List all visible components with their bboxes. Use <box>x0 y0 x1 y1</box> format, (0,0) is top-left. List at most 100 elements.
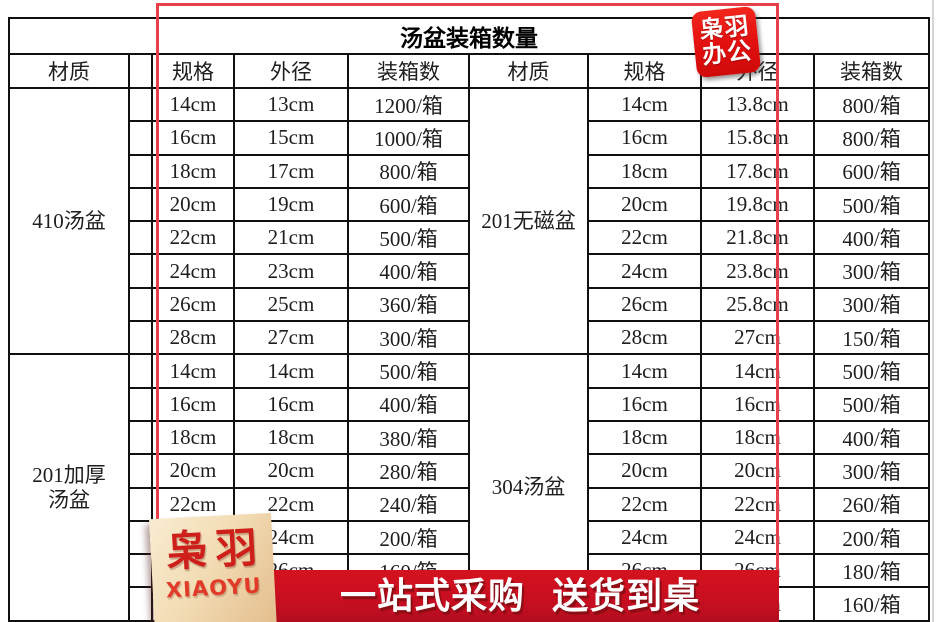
spec-cell: 14cm <box>151 353 235 389</box>
qty-cell: 160/箱 <box>812 586 931 622</box>
header-qty-right: 装箱数 <box>812 53 931 89</box>
table-row: 16cm 15cm 1000/箱 16cm 15.8cm 800/箱 <box>9 120 931 156</box>
material-410: 410汤盆 <box>8 86 130 356</box>
qty-cell: 400/箱 <box>812 220 931 256</box>
table-row: 201加厚 汤盆 14cm 14cm 500/箱 304汤盆 14cm 14cm… <box>8 353 931 622</box>
stamp-line2: 办公 <box>701 38 754 70</box>
table-row: 18cm 18cm 380/箱 18cm 18cm 400/箱 <box>9 419 931 456</box>
od-cell: 13cm <box>233 86 349 123</box>
qty-cell: 400/箱 <box>347 386 470 422</box>
qty-cell: 300/箱 <box>812 453 931 489</box>
qty-cell: 500/箱 <box>812 386 931 422</box>
xiaoyu-logo: 枭羽 XIAOYU <box>149 512 277 622</box>
promo-banner-text: 一站式采购 送货到桌 <box>340 576 701 617</box>
od-cell: 23cm <box>233 253 349 289</box>
od-cell: 25cm <box>233 286 349 323</box>
qty-cell: 380/箱 <box>347 419 470 456</box>
spec-cell: 14cm <box>587 86 702 123</box>
spacer-cell <box>128 419 153 456</box>
spacer-cell <box>128 153 153 189</box>
spec-cell: 24cm <box>151 253 235 289</box>
qty-cell: 1000/箱 <box>347 120 470 156</box>
spacer-cell <box>128 186 153 223</box>
od-cell: 17.8cm <box>700 153 815 189</box>
table-row: 24cm 23cm 400/箱 24cm 23.8cm 300/箱 <box>9 253 931 289</box>
od-cell: 21.8cm <box>700 220 815 256</box>
od-cell: 18cm <box>233 419 349 456</box>
qty-cell: 600/箱 <box>812 153 931 189</box>
spec-cell: 22cm <box>587 220 702 256</box>
spec-cell: 28cm <box>587 320 702 356</box>
od-cell: 16cm <box>700 386 815 422</box>
qty-cell: 500/箱 <box>812 353 931 389</box>
material-201-thick: 201加厚 汤盆 <box>8 353 130 622</box>
od-cell: 27cm <box>700 320 815 356</box>
qty-cell: 500/箱 <box>812 186 931 223</box>
od-cell: 18cm <box>700 419 815 456</box>
header-qty-left: 装箱数 <box>347 53 470 89</box>
table-row: 20cm 20cm 280/箱 20cm 20cm 300/箱 <box>9 453 931 489</box>
spacer-cell <box>128 220 153 256</box>
spec-cell: 18cm <box>151 419 235 456</box>
spacer-cell <box>128 286 153 323</box>
od-cell: 23.8cm <box>700 253 815 289</box>
od-cell: 20cm <box>233 453 349 489</box>
packing-table: 汤盆装箱数量 材质 规格 外径 装箱数 材质 规格 外径 装箱数 410汤盆 1… <box>7 17 931 622</box>
spacer-cell <box>128 86 153 123</box>
qty-cell: 400/箱 <box>347 253 470 289</box>
table-row: 22cm 21cm 500/箱 22cm 21.8cm 400/箱 <box>9 220 931 256</box>
qty-cell: 360/箱 <box>347 286 470 323</box>
qty-cell: 800/箱 <box>812 86 931 123</box>
spacer-cell <box>128 386 153 422</box>
od-cell: 24cm <box>700 519 815 556</box>
od-cell: 19.8cm <box>700 186 815 223</box>
qty-cell: 500/箱 <box>347 353 470 389</box>
od-cell: 17cm <box>233 153 349 189</box>
page-edge-shadow <box>932 0 934 622</box>
spec-cell: 20cm <box>587 453 702 489</box>
spec-cell: 28cm <box>151 320 235 356</box>
table-row: 18cm 17cm 800/箱 18cm 17.8cm 600/箱 <box>9 153 931 189</box>
qty-cell: 200/箱 <box>812 519 931 556</box>
od-cell: 19cm <box>233 186 349 223</box>
table-row: 16cm 16cm 400/箱 16cm 16cm 500/箱 <box>9 386 931 422</box>
qty-cell: 260/箱 <box>812 486 931 522</box>
header-material-right: 材质 <box>468 53 589 89</box>
header-material-left: 材质 <box>8 53 130 89</box>
spacer-cell <box>128 486 153 522</box>
spec-cell: 24cm <box>587 519 702 556</box>
spec-cell: 18cm <box>151 153 235 189</box>
od-cell: 20cm <box>700 453 815 489</box>
spacer-cell <box>128 453 153 489</box>
od-cell: 27cm <box>233 320 349 356</box>
qty-cell: 800/箱 <box>812 120 931 156</box>
od-cell: 22cm <box>233 486 349 522</box>
table-row: 20cm 19cm 600/箱 20cm 19.8cm 500/箱 <box>9 186 931 223</box>
spec-cell: 16cm <box>587 120 702 156</box>
qty-cell: 300/箱 <box>812 286 931 323</box>
spec-cell: 16cm <box>587 386 702 422</box>
table-row: 22cm 22cm 240/箱 22cm 22cm 260/箱 <box>9 486 931 522</box>
table-row: 28cm 27cm 300/箱 28cm 27cm 150/箱 <box>9 320 931 356</box>
spec-cell: 20cm <box>151 453 235 489</box>
spec-cell: 16cm <box>151 386 235 422</box>
header-narrow-spacer <box>128 53 153 89</box>
spec-cell: 26cm <box>151 286 235 323</box>
qty-cell: 280/箱 <box>347 453 470 489</box>
spacer-cell <box>128 320 153 356</box>
spacer-cell <box>128 553 153 589</box>
od-cell: 14cm <box>233 353 349 389</box>
header-spec-left: 规格 <box>151 53 235 89</box>
spec-cell: 24cm <box>587 253 702 289</box>
spec-cell: 20cm <box>151 186 235 223</box>
spacer-cell <box>128 353 153 389</box>
od-cell: 15cm <box>233 120 349 156</box>
spacer-cell <box>128 120 153 156</box>
spec-cell: 18cm <box>587 153 702 189</box>
od-cell: 15.8cm <box>700 120 815 156</box>
header-od-left: 外径 <box>233 53 349 89</box>
od-cell: 21cm <box>233 220 349 256</box>
qty-cell: 400/箱 <box>812 419 931 456</box>
material-201-nonmagnetic: 201无磁盆 <box>468 86 589 356</box>
